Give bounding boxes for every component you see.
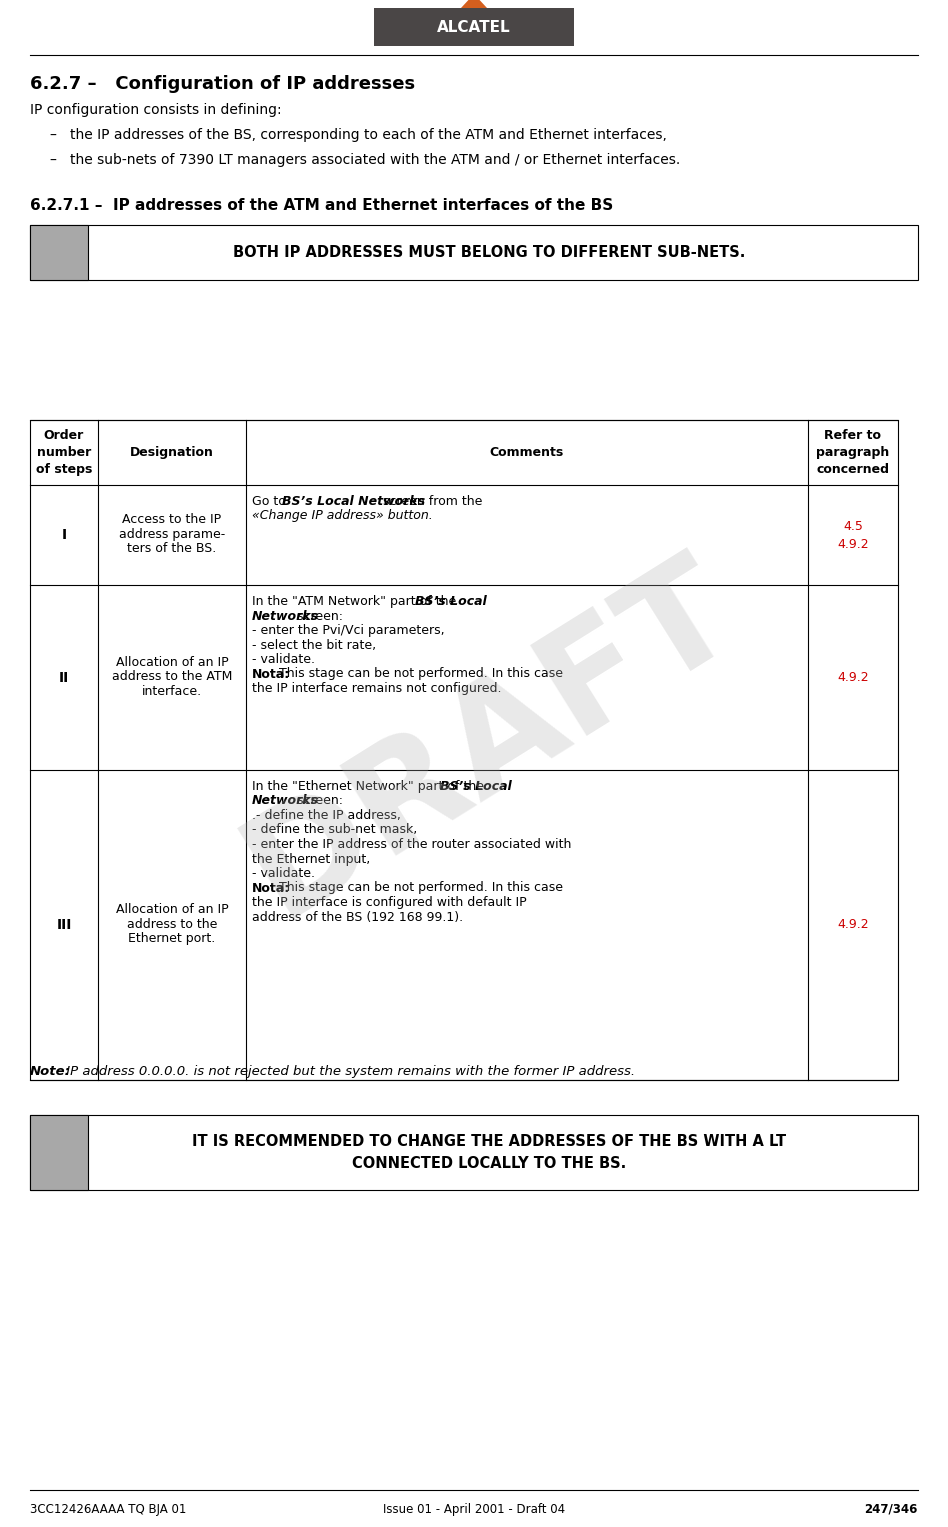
Text: Designation: Designation — [130, 446, 214, 460]
Text: Networks: Networks — [252, 794, 319, 808]
Text: II: II — [59, 670, 69, 684]
Text: Access to the IP: Access to the IP — [122, 513, 222, 527]
Text: 4.5
4.9.2: 4.5 4.9.2 — [837, 519, 868, 551]
Text: In the "ATM Network" part of the: In the "ATM Network" part of the — [252, 596, 460, 608]
Text: the Ethernet input,: the Ethernet input, — [252, 852, 371, 866]
Text: «Change IP address» button.: «Change IP address» button. — [252, 510, 432, 522]
Bar — [30, 224, 918, 279]
Text: BS’s Local Networks: BS’s Local Networks — [282, 495, 425, 508]
Text: 4.9.2: 4.9.2 — [837, 919, 868, 931]
Text: Networks: Networks — [252, 609, 319, 623]
Text: –   the IP addresses of the BS, corresponding to each of the ATM and Ethernet in: – the IP addresses of the BS, correspond… — [50, 128, 666, 142]
Text: Go to: Go to — [252, 495, 290, 508]
Text: - select the bit rate,: - select the bit rate, — [252, 638, 376, 652]
Bar — [30, 1115, 918, 1190]
Text: - validate.: - validate. — [252, 867, 315, 880]
Text: .- define the IP address,: .- define the IP address, — [252, 809, 401, 822]
Text: - enter the Pvi/Vci parameters,: - enter the Pvi/Vci parameters, — [252, 625, 445, 637]
Bar — [374, 8, 574, 46]
Text: address of the BS (192 168 99.1).: address of the BS (192 168 99.1). — [252, 910, 464, 924]
Text: BS’s Local: BS’s Local — [440, 780, 512, 793]
Text: Issue 01 - April 2001 - Draft 04: Issue 01 - April 2001 - Draft 04 — [383, 1503, 565, 1516]
Text: Nota:: Nota: — [252, 881, 290, 895]
Text: the IP interface is configured with default IP: the IP interface is configured with defa… — [252, 896, 527, 909]
Text: I: I — [62, 528, 66, 542]
Text: 6.2.7 –   Configuration of IP addresses: 6.2.7 – Configuration of IP addresses — [30, 75, 415, 93]
Text: BOTH IP ADDRESSES MUST BELONG TO DIFFERENT SUB-NETS.: BOTH IP ADDRESSES MUST BELONG TO DIFFERE… — [233, 244, 745, 260]
Text: interface.: interface. — [142, 684, 202, 698]
Text: This stage can be not performed. In this case: This stage can be not performed. In this… — [279, 881, 563, 895]
Text: IP address 0.0.0.0. is not rejected but the system remains with the former IP ad: IP address 0.0.0.0. is not rejected but … — [62, 1064, 635, 1078]
Text: - define the sub-net mask,: - define the sub-net mask, — [252, 823, 417, 837]
Text: - validate.: - validate. — [252, 654, 315, 666]
Bar — [30, 420, 898, 1080]
Text: 6.2.7.1 –  IP addresses of the ATM and Ethernet interfaces of the BS: 6.2.7.1 – IP addresses of the ATM and Et… — [30, 199, 613, 212]
Text: IT IS RECOMMENDED TO CHANGE THE ADDRESSES OF THE BS WITH A LT
CONNECTED LOCALLY : IT IS RECOMMENDED TO CHANGE THE ADDRESSE… — [191, 1135, 786, 1171]
Text: screen:: screen: — [293, 794, 343, 808]
Text: –   the sub-nets of 7390 LT managers associated with the ATM and / or Ethernet i: – the sub-nets of 7390 LT managers assoc… — [50, 153, 681, 166]
Text: DRAFT: DRAFT — [221, 536, 758, 944]
Text: Nota:: Nota: — [252, 667, 290, 681]
Text: This stage can be not performed. In this case: This stage can be not performed. In this… — [279, 667, 563, 681]
Text: In the "Ethernet Network" part of the: In the "Ethernet Network" part of the — [252, 780, 488, 793]
Text: IP configuration consists in defining:: IP configuration consists in defining: — [30, 102, 282, 118]
Text: ALCATEL: ALCATEL — [437, 20, 511, 35]
Text: III: III — [56, 918, 72, 931]
Text: address to the: address to the — [127, 918, 217, 931]
Text: screen from the: screen from the — [379, 495, 483, 508]
Text: address to the ATM: address to the ATM — [112, 670, 232, 683]
Text: Comments: Comments — [490, 446, 564, 460]
Text: ters of the BS.: ters of the BS. — [127, 542, 217, 556]
Text: 3CC12426AAAA TQ BJA 01: 3CC12426AAAA TQ BJA 01 — [30, 1503, 187, 1516]
Text: BS’s Local: BS’s Local — [415, 596, 487, 608]
Bar — [30, 224, 88, 279]
Text: Allocation of an IP: Allocation of an IP — [116, 904, 228, 916]
Text: Order
number
of steps: Order number of steps — [36, 429, 92, 476]
Text: 247/346: 247/346 — [865, 1503, 918, 1516]
Text: address parame-: address parame- — [118, 528, 225, 541]
Bar — [30, 1115, 88, 1190]
Text: Refer to
paragraph
concerned: Refer to paragraph concerned — [816, 429, 889, 476]
Text: 4.9.2: 4.9.2 — [837, 670, 868, 684]
Text: Note:: Note: — [30, 1064, 71, 1078]
Text: Allocation of an IP: Allocation of an IP — [116, 655, 228, 669]
Text: - enter the IP address of the router associated with: - enter the IP address of the router ass… — [252, 838, 572, 851]
Text: screen:: screen: — [293, 609, 343, 623]
Text: the IP interface remains not configured.: the IP interface remains not configured. — [252, 683, 501, 695]
Polygon shape — [461, 0, 487, 8]
Text: Ethernet port.: Ethernet port. — [128, 933, 215, 945]
